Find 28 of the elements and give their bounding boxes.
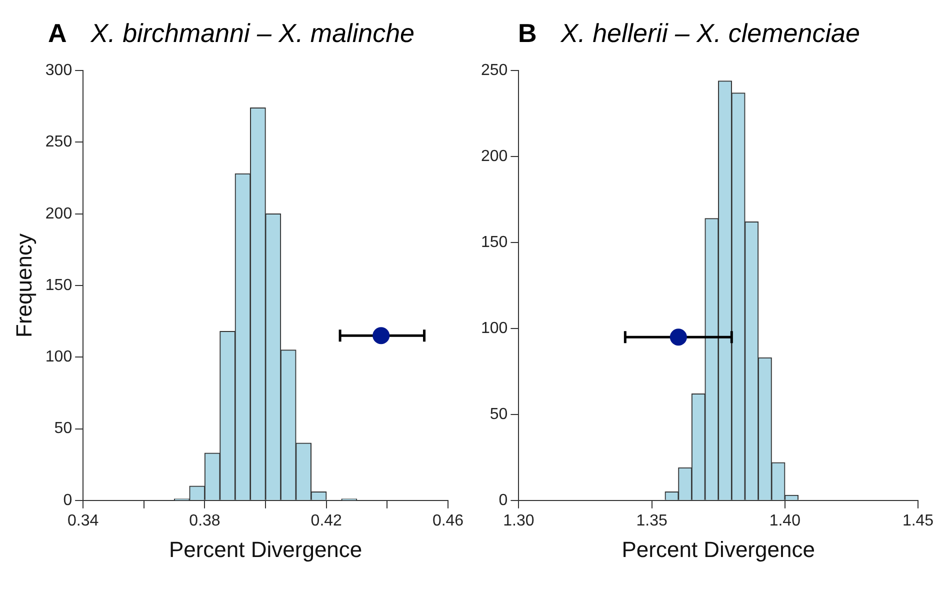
text: B [518, 18, 537, 48]
x-tick-label: 0.38 [189, 512, 220, 530]
text: A [48, 18, 67, 48]
x-axis-title: Percent Divergence [168, 536, 362, 562]
y-tick-label: 50 [490, 406, 508, 423]
x-tick-label: 1.30 [503, 512, 534, 530]
y-tick-label: 250 [45, 134, 72, 151]
x-tick-label: 1.35 [636, 512, 668, 530]
y-tick-label: 300 [45, 62, 72, 80]
y-tick-label: 200 [480, 148, 508, 165]
y-tick-label: 150 [45, 276, 72, 294]
y-tick-label: 100 [45, 348, 72, 366]
chart-title: X. hellerii – X. clemenciae [560, 18, 860, 48]
y-tick-label: 100 [480, 320, 508, 337]
x-axis-title: Percent Divergence [622, 536, 815, 562]
y-tick-label: 50 [54, 420, 72, 438]
y-tick-label: 200 [45, 205, 72, 222]
x-tick-label: 0.46 [432, 512, 464, 530]
y-axis-title: Frequency [11, 234, 36, 338]
y-tick-label: 0 [498, 492, 508, 509]
x-tick-label: 1.45 [902, 512, 934, 530]
y-tick-label: 250 [480, 62, 508, 80]
y-tick-label: 150 [480, 234, 508, 251]
x-tick-label: 0.34 [68, 512, 99, 530]
x-tick-label: 0.42 [310, 512, 342, 530]
chart-title: X. birchmanni – X. malinche [90, 18, 414, 48]
y-tick-label: 0 [63, 492, 72, 509]
x-tick-label: 1.40 [769, 512, 801, 530]
